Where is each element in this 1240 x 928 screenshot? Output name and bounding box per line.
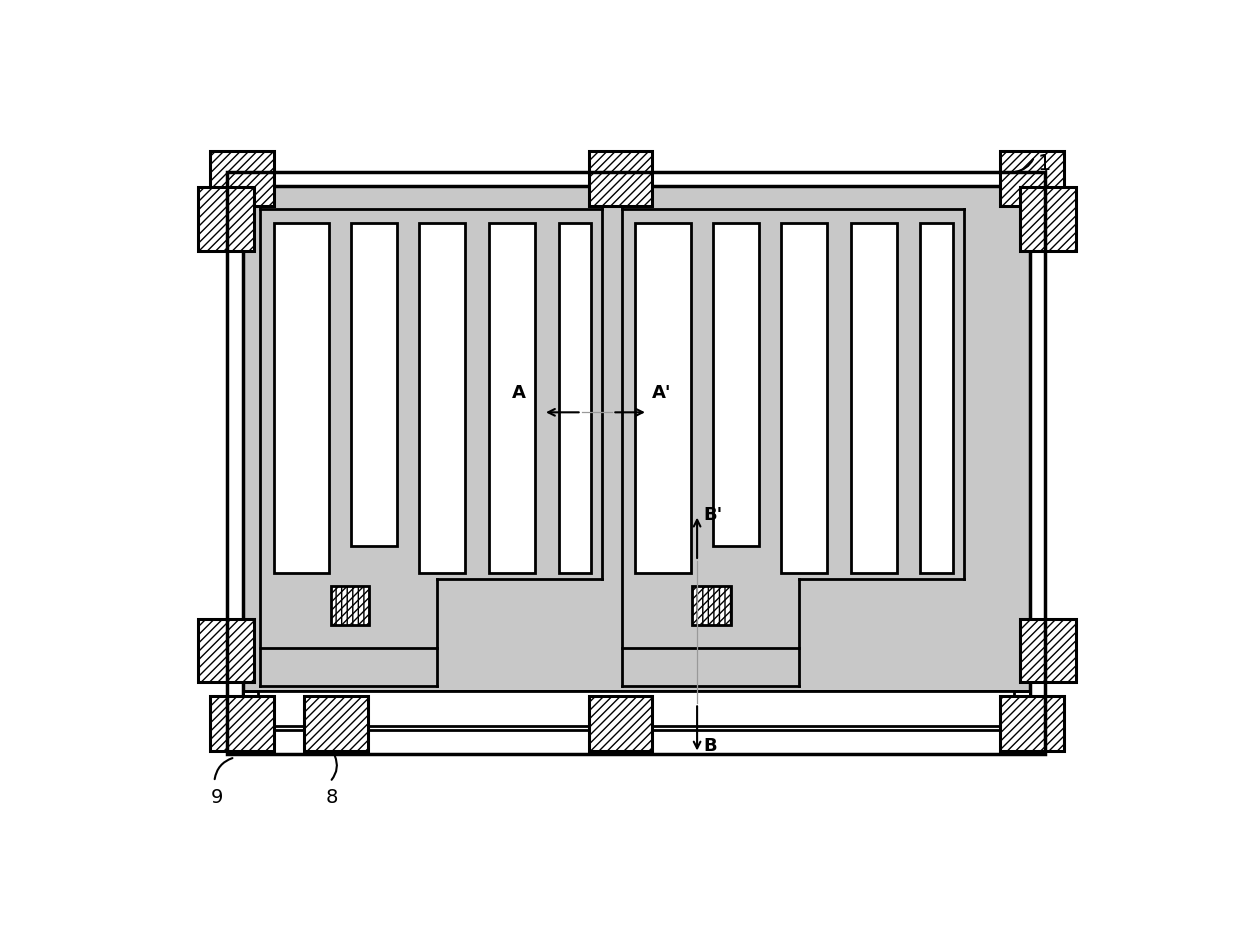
Bar (258, 691, 1014, 726)
Bar (1001, 696, 1064, 752)
FancyArrowPatch shape (215, 758, 232, 780)
Bar (1021, 188, 1076, 251)
Bar (211, 151, 274, 207)
Bar (920, 224, 952, 574)
Bar (243, 691, 1029, 724)
Bar (692, 586, 730, 625)
Bar (781, 224, 827, 574)
Bar (331, 586, 370, 625)
Bar (243, 691, 1029, 724)
Bar (243, 187, 1029, 694)
Bar (198, 619, 253, 682)
Bar (243, 187, 1029, 694)
Bar (351, 224, 397, 547)
Bar (635, 224, 691, 574)
Text: 9: 9 (211, 787, 223, 806)
Text: 1: 1 (1038, 154, 1050, 174)
Text: A: A (512, 383, 526, 402)
Bar (227, 173, 1045, 754)
Text: 8: 8 (326, 787, 339, 806)
Bar (331, 586, 370, 625)
Bar (1021, 619, 1076, 682)
Bar (1001, 151, 1064, 207)
Bar (274, 224, 329, 574)
FancyArrowPatch shape (331, 756, 337, 780)
Text: B': B' (703, 505, 723, 523)
FancyArrowPatch shape (1016, 160, 1033, 173)
Text: B: B (703, 736, 717, 754)
Bar (558, 224, 590, 574)
Text: A': A' (652, 383, 671, 402)
Bar (589, 151, 652, 207)
Bar (692, 586, 730, 625)
Bar (211, 696, 274, 752)
Bar (589, 696, 652, 752)
Bar (198, 188, 253, 251)
Bar (490, 224, 536, 574)
Bar (713, 224, 759, 547)
Bar (851, 224, 898, 574)
Bar (304, 696, 367, 752)
Bar (243, 691, 1029, 729)
Bar (419, 224, 465, 574)
